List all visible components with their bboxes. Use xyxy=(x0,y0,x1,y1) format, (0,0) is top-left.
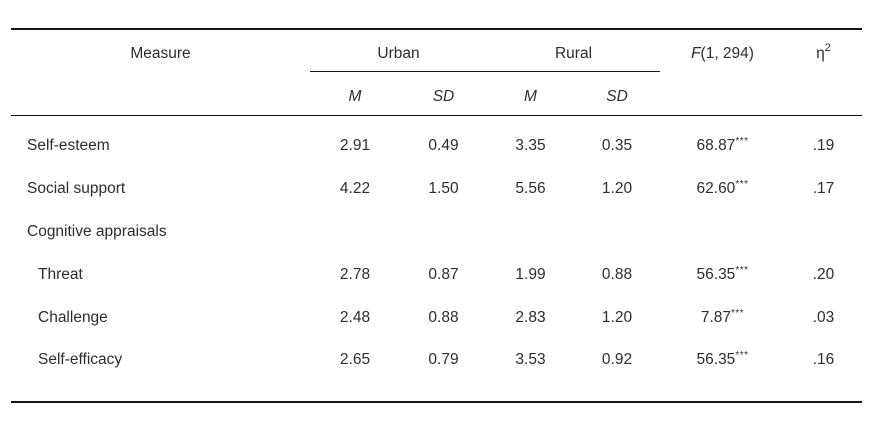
eta-squared-value: .16 xyxy=(812,351,835,368)
rural-mean-value xyxy=(487,210,574,253)
rural-sd-value: 0.88 xyxy=(601,265,633,283)
f-number: 56.35 xyxy=(696,265,736,283)
eta-symbol: η xyxy=(816,45,825,62)
significance-asterisks: *** xyxy=(735,178,749,190)
measure-label: Threat xyxy=(38,265,83,283)
f-value-cell: 68.87*** xyxy=(660,115,785,167)
rural-sd-value: 0.35 xyxy=(601,136,633,154)
f-number: 62.60 xyxy=(696,179,736,197)
f-value-cell: 56.35*** xyxy=(660,253,785,296)
table-row: Threat 2.78 0.87 1.99 0.88 56.35*** .20 xyxy=(11,253,862,296)
f-value-cell xyxy=(660,210,785,253)
eta-squared-header: η2 xyxy=(785,29,863,116)
eta-exponent: 2 xyxy=(824,42,831,54)
rural-mean-value: 1.99 xyxy=(515,265,546,283)
urban-mean-value: 4.22 xyxy=(339,179,371,197)
rural-mean-value: 2.83 xyxy=(515,308,546,326)
rural-mean-header: M xyxy=(487,71,574,116)
measure-column-header: Measure xyxy=(11,29,310,116)
anova-results-table: Measure Urban Rural F(1, 294) η2 M SD M … xyxy=(11,28,863,403)
urban-group-header: Urban xyxy=(310,29,487,72)
f-value-cell: 62.60*** xyxy=(660,167,785,210)
rural-sd-value: 1.20 xyxy=(601,308,633,326)
f-number: 56.35 xyxy=(696,351,736,368)
eta-squared-value: .03 xyxy=(812,308,835,326)
rural-sd-value xyxy=(574,210,660,253)
f-degrees-of-freedom: (1, 294) xyxy=(700,45,754,62)
f-value-cell: 7.87*** xyxy=(660,296,785,339)
table-row: Challenge 2.48 0.88 2.83 1.20 7.87*** .0… xyxy=(11,296,862,339)
urban-sd-value xyxy=(400,210,487,253)
measure-label: Social support xyxy=(27,179,126,197)
urban-sd-value: 1.50 xyxy=(428,179,459,197)
urban-sd-header: SD xyxy=(400,71,487,116)
urban-mean-value: 2.78 xyxy=(339,265,371,283)
eta-squared-value xyxy=(785,210,862,253)
measure-label: Cognitive appraisals xyxy=(27,222,167,240)
eta-squared-value: .20 xyxy=(812,265,835,283)
eta-squared-value: .17 xyxy=(812,179,835,197)
urban-sd-value: 0.88 xyxy=(428,308,459,326)
table-row: Social support 4.22 1.50 5.56 1.20 62.60… xyxy=(11,167,862,210)
urban-mean-value xyxy=(310,210,400,253)
rural-mean-value: 3.53 xyxy=(515,351,546,368)
significance-asterisks: *** xyxy=(735,135,749,147)
urban-mean-header: M xyxy=(310,71,400,116)
significance-asterisks: *** xyxy=(735,350,749,361)
rural-sd-value: 1.20 xyxy=(601,179,633,197)
eta-squared-value: .19 xyxy=(812,136,835,154)
significance-asterisks: *** xyxy=(735,264,749,276)
rural-mean-value: 5.56 xyxy=(515,179,546,197)
urban-sd-value: 0.49 xyxy=(428,136,459,154)
rural-sd-header: SD xyxy=(574,71,661,116)
rural-sd-value: 0.92 xyxy=(601,351,633,368)
f-symbol: F xyxy=(691,45,701,62)
urban-mean-value: 2.65 xyxy=(339,351,371,368)
group-header-row: Measure Urban Rural F(1, 294) η2 xyxy=(11,29,863,116)
stat-header-row: M SD M SD xyxy=(11,71,862,116)
f-value-cell: 56.35*** xyxy=(660,339,785,402)
rural-mean-value: 3.35 xyxy=(515,136,546,154)
rural-group-header: Rural xyxy=(487,29,661,72)
measure-label: Challenge xyxy=(38,308,108,326)
f-number: 7.87 xyxy=(700,308,731,326)
measure-label: Self-esteem xyxy=(27,136,110,154)
table-row: Cognitive appraisals xyxy=(11,210,862,253)
measure-label: Self-efficacy xyxy=(38,351,123,368)
urban-sd-value: 0.87 xyxy=(428,265,459,283)
urban-mean-value: 2.48 xyxy=(339,308,371,326)
f-statistic-header: F(1, 294) xyxy=(660,29,786,116)
significance-asterisks: *** xyxy=(731,307,745,319)
f-number: 68.87 xyxy=(696,136,736,154)
urban-mean-value: 2.91 xyxy=(339,136,371,154)
table-row: Self-efficacy 2.65 0.79 3.53 0.92 56.35*… xyxy=(11,339,862,402)
urban-sd-value: 0.79 xyxy=(428,351,459,368)
table-row: Self-esteem 2.91 0.49 3.35 0.35 68.87***… xyxy=(11,115,862,167)
